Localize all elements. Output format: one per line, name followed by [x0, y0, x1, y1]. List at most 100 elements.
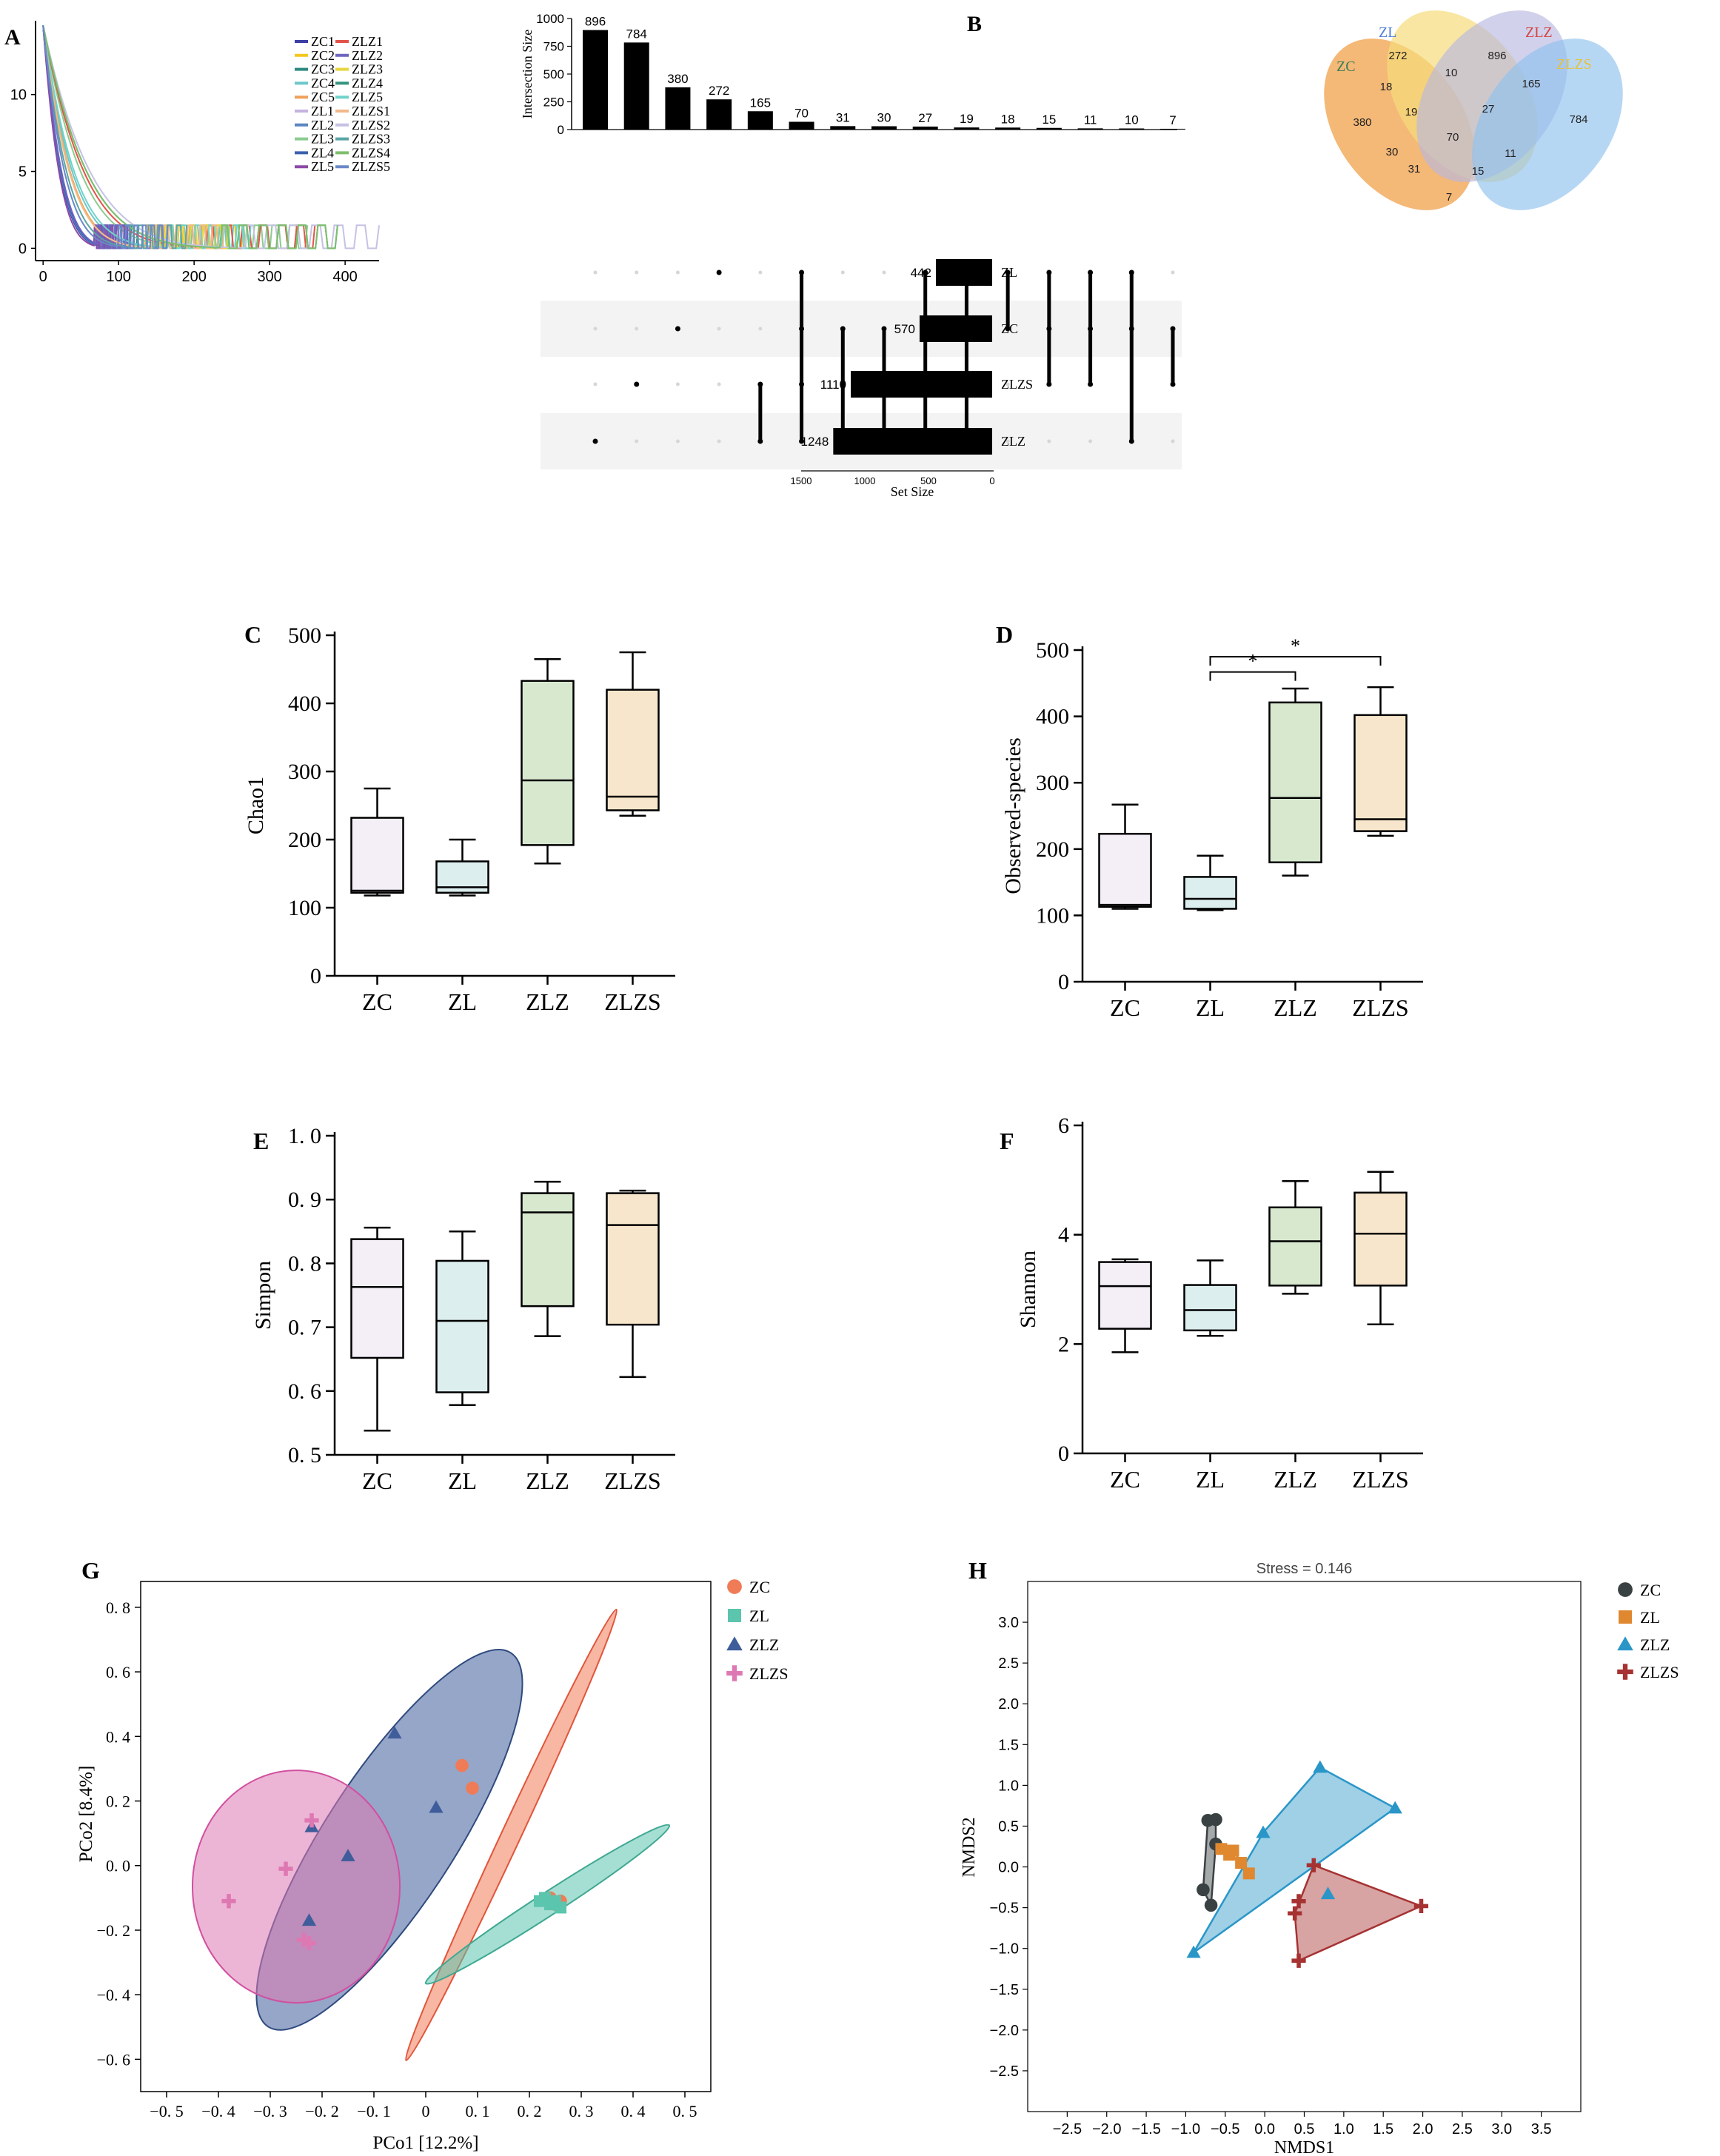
y-tick-label: −0. 4 — [97, 1986, 130, 2004]
matrix-dot-empty — [675, 270, 680, 275]
intersection-bar-label: 30 — [877, 111, 891, 125]
legend-marker-zlz — [1617, 1636, 1633, 1651]
venn-count: 15 — [1472, 165, 1485, 178]
matrix-dot-filled — [592, 438, 598, 444]
matrix-dot-empty — [717, 382, 721, 386]
intersection-bar-label: 31 — [836, 110, 850, 124]
intersection-bar-label: 272 — [709, 84, 729, 98]
intersection-bar-label: 27 — [918, 111, 932, 125]
venn-count: 10 — [1445, 67, 1458, 79]
matrix-dot-empty — [882, 270, 886, 275]
venn-set-zlzs — [1472, 38, 1623, 210]
set-size-bar-zlzs — [851, 371, 992, 398]
y-tick-label: 2.0 — [998, 1696, 1019, 1713]
point-zlzs — [296, 1932, 312, 1947]
x-tick-label: −2.0 — [1092, 2121, 1121, 2137]
y-tick-label: 10 — [10, 87, 27, 104]
y-tick-label: 100 — [288, 896, 321, 920]
matrix-dot-empty — [593, 382, 598, 386]
panel-e-simpson: 0. 5 0. 6 0. 7 0. 8 0. 9 1. 0 Simpon ZC ZL ZLZ ZLZ… — [251, 1124, 675, 1494]
venn-count: 165 — [1522, 78, 1540, 90]
legend-label-zlz: ZLZ — [1640, 1636, 1670, 1654]
y-tick-label: 500 — [288, 623, 321, 648]
y-tick-label: 0 — [310, 964, 321, 988]
y-axis-title: Simpon — [251, 1261, 275, 1330]
legend-marker-zlzs — [726, 1665, 743, 1681]
set-name-zlzs: ZLZS — [1001, 377, 1033, 392]
intersection-bar-label: 10 — [1125, 113, 1139, 127]
intersection-bar — [706, 99, 732, 130]
x-tick-label: −0. 1 — [357, 2102, 390, 2120]
matrix-dot-empty — [1088, 439, 1093, 443]
point-zl — [1242, 1867, 1255, 1880]
intersection-bar — [665, 87, 691, 130]
rarefaction-curve-zlzs5 — [42, 25, 169, 250]
intersection-bar-label: 7 — [1169, 113, 1176, 127]
point-zlz — [1313, 1760, 1328, 1773]
set-size-tick-label: 1000 — [854, 475, 876, 486]
legend-marker-zc — [1618, 1582, 1633, 1597]
x-axis-title: PCo1 [12.2%] — [372, 2133, 478, 2153]
y-tick-label: 0. 8 — [288, 1251, 321, 1276]
legend-label-zlzs: ZLZS — [1640, 1663, 1679, 1681]
intersection-bar-label: 896 — [585, 15, 606, 29]
legend-label-zlz1: ZLZ1 — [352, 34, 383, 49]
x-tick-label: −0.5 — [1211, 2121, 1239, 2137]
significance-star: * — [1291, 635, 1300, 657]
y-tick-label: 0. 4 — [106, 1727, 130, 1746]
significance-bracket — [1209, 655, 1382, 666]
legend-label-zl4: ZL4 — [311, 145, 334, 160]
y-tick-label: 0. 6 — [106, 1663, 130, 1681]
rarefaction-curve-zlz1 — [42, 25, 316, 250]
panel-label-e: E — [253, 1128, 269, 1154]
x-tick-label: 0. 5 — [673, 2102, 697, 2120]
set-size-tick-label: 500 — [920, 475, 937, 486]
y-axis-title: Shannon — [1016, 1251, 1040, 1328]
matrix-dot-empty — [675, 382, 680, 386]
venn-count: 30 — [1386, 146, 1399, 158]
legend-label-zl3: ZL3 — [311, 132, 334, 147]
matrix-dot-filled — [634, 381, 640, 387]
point-zlzs — [1291, 1894, 1306, 1909]
box-zlz — [521, 680, 575, 846]
legend-label-zlzs2: ZLZS2 — [352, 118, 390, 133]
set-size-label: 442 — [911, 266, 931, 280]
venn-diagram: ZL ZLZ ZC ZLZS 272 896 18 10 165 380 19 27 70 784 30 11… — [1324, 10, 1623, 210]
point-zlz — [301, 1913, 317, 1926]
panel-h-nmds: Stress = 0.146 −2.5 −2.0 −1.5 −1.0 −0.5 0.0 0.5… — [960, 1561, 1679, 2156]
matrix-dot-empty — [840, 270, 845, 275]
y-tick-label: 0. 0 — [106, 1857, 130, 1875]
point-zlzs — [278, 1861, 293, 1876]
box-zl — [1183, 876, 1237, 910]
intersection-bar-label: 70 — [794, 107, 809, 121]
legend-label-zlz: ZLZ — [749, 1636, 779, 1654]
x-tick-label: ZLZS — [604, 988, 660, 1015]
y-tick-label: 1. 0 — [288, 1124, 321, 1148]
x-tick-label: ZLZS — [1352, 994, 1408, 1021]
legend-label-zl5: ZL5 — [311, 159, 334, 174]
x-tick-label: ZC — [1110, 1466, 1140, 1493]
y-tick-label: 100 — [1036, 903, 1069, 928]
venn-count: 272 — [1388, 50, 1407, 62]
venn-count: 380 — [1353, 116, 1371, 129]
y-tick-label: −2.0 — [990, 2023, 1019, 2039]
y-tick-label: 0. 2 — [106, 1792, 130, 1811]
x-tick-label: ZC — [362, 1467, 392, 1494]
matrix-dot-empty — [1171, 439, 1175, 443]
y-tick-label: 1000 — [536, 12, 564, 26]
y-tick-label: 500 — [1036, 638, 1069, 663]
point-zlz — [1320, 1886, 1336, 1900]
point-zl — [1235, 1857, 1248, 1869]
point-zlzs — [304, 1813, 319, 1828]
matrix-dot-filled — [675, 326, 680, 332]
y-tick-label: 0 — [1058, 1442, 1069, 1466]
legend-label-zlzs5: ZLZS5 — [352, 159, 390, 174]
y-tick-label: 2.5 — [998, 1656, 1019, 1672]
set-name-zc: ZC — [1001, 321, 1018, 336]
intersection-bar-label: 165 — [750, 96, 771, 110]
venn-label-zl: ZL — [1379, 24, 1396, 41]
point-zlzs — [301, 1935, 317, 1951]
y-tick-label: 200 — [1036, 837, 1069, 862]
venn-count: 27 — [1482, 103, 1495, 116]
legend-label-zc5: ZC5 — [311, 90, 335, 104]
